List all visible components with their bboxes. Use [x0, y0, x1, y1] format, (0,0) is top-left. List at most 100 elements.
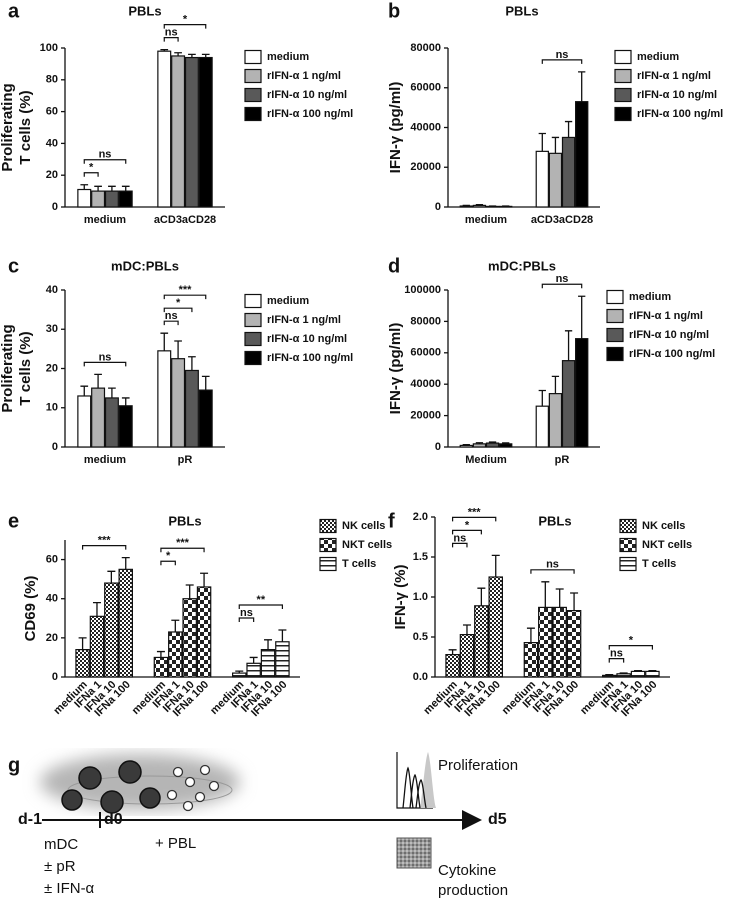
- error-bar: [108, 387, 116, 398]
- significance-bracket: [238, 604, 284, 610]
- bar: [118, 405, 133, 448]
- y-tick-label: 20: [46, 169, 58, 181]
- bar: [575, 338, 589, 448]
- legend-swatch: [614, 49, 632, 65]
- x-tick-label: medium: [465, 214, 507, 226]
- bar: [77, 395, 92, 448]
- error-bar: [578, 295, 586, 339]
- bar: [260, 648, 276, 678]
- significance-bracket: [163, 307, 193, 313]
- significance-label: ns: [165, 26, 178, 38]
- significance-bracket: [160, 560, 176, 566]
- significance-bracket: [530, 569, 575, 574]
- y-axis-label: CD69 (%): [22, 576, 39, 642]
- histogram-icon: [396, 752, 436, 809]
- error-bar: [475, 442, 484, 444]
- bar: [77, 188, 92, 208]
- y-tick-label: 80: [46, 74, 58, 86]
- error-bar: [160, 332, 169, 351]
- bar: [538, 606, 553, 678]
- x-tick-label: aCD3aCD28: [154, 214, 216, 226]
- legend-swatch: [319, 537, 337, 553]
- bar: [459, 205, 473, 208]
- error-bar: [249, 656, 258, 664]
- significance-bracket: [83, 361, 127, 367]
- timeline-label: d5: [488, 811, 507, 828]
- y-tick-label: 0: [435, 201, 441, 213]
- bar: [499, 443, 513, 448]
- legend-label: T cells: [642, 558, 676, 570]
- y-tick-label: 80000: [410, 42, 441, 54]
- error-bar: [80, 385, 89, 396]
- error-bar: [171, 619, 180, 632]
- bar: [157, 50, 172, 208]
- significance-bracket: [541, 59, 583, 64]
- cytokine-icon: [396, 837, 432, 869]
- error-bar: [174, 52, 182, 56]
- y-tick-label: 0: [52, 441, 58, 453]
- error-bar: [188, 356, 196, 371]
- error-bar: [605, 673, 614, 676]
- bar: [459, 633, 475, 678]
- y-tick-label: 60: [46, 106, 58, 118]
- bar: [275, 641, 290, 678]
- bar: [602, 674, 617, 678]
- legend-swatch: [606, 308, 624, 324]
- y-axis-label: IFN-γ (pg/ml): [387, 82, 404, 174]
- y-tick-label: 0: [52, 201, 58, 213]
- y-tick-label: 100: [40, 42, 58, 54]
- legend-label: rIFN-α 10 ng/ml: [637, 89, 717, 101]
- legend-label: rIFN-α 10 ng/ml: [267, 89, 347, 101]
- error-bar: [475, 203, 484, 206]
- error-bar: [201, 375, 210, 391]
- y-tick-label: 60000: [410, 347, 441, 359]
- legend-swatch: [606, 346, 624, 362]
- panel-letter: a: [8, 0, 20, 22]
- significance-label: ns: [240, 607, 253, 619]
- error-bar: [107, 570, 116, 584]
- bar: [575, 101, 589, 208]
- y-tick-label: 60000: [410, 82, 441, 94]
- significance-label: *: [166, 550, 171, 562]
- legend-swatch: [244, 87, 262, 103]
- panel-letter: c: [8, 255, 19, 277]
- error-bar: [160, 48, 169, 52]
- bar: [246, 662, 261, 678]
- significance-bracket: [451, 542, 468, 548]
- error-bar: [185, 584, 194, 599]
- y-tick-label: 20000: [410, 161, 441, 173]
- significance-label: *: [176, 297, 181, 309]
- legend-label: medium: [267, 295, 309, 307]
- bar: [157, 350, 172, 448]
- y-tick-label: 20: [46, 362, 58, 374]
- legend-label: rIFN-α 100 ng/ml: [629, 348, 715, 360]
- bar: [566, 609, 582, 678]
- significance-bracket: [163, 320, 179, 326]
- bar: [459, 444, 473, 448]
- significance-bracket: [608, 658, 625, 663]
- error-bar: [188, 53, 196, 58]
- legend-swatch: [244, 293, 262, 309]
- y-tick-label: 0.5: [413, 631, 428, 643]
- error-bar: [538, 132, 546, 152]
- error-bar: [526, 627, 535, 643]
- legend-label: medium: [637, 51, 679, 63]
- error-bar: [462, 624, 471, 635]
- legend-label: rIFN-α 100 ng/ml: [267, 108, 353, 120]
- bar: [232, 672, 247, 678]
- y-axis-label: T cells (%): [17, 331, 34, 405]
- bar: [171, 358, 186, 448]
- error-bar: [121, 185, 130, 192]
- legend-swatch: [244, 350, 262, 366]
- panel-letter: e: [8, 510, 19, 532]
- y-axis-label: IFN-γ (pg/ml): [387, 323, 404, 415]
- significance-bracket: [608, 645, 654, 650]
- legend-swatch: [619, 537, 637, 553]
- significance-bracket: [83, 159, 127, 164]
- error-bar: [94, 185, 102, 192]
- legend-label: rIFN-α 1 ng/ml: [637, 70, 711, 82]
- error-bar: [94, 373, 102, 389]
- legend-swatch: [614, 68, 632, 84]
- significance-label: ns: [610, 648, 623, 660]
- panel: a PBLs Proliferating T cells (%) 0 20 40 60 80 10…: [0, 0, 353, 226]
